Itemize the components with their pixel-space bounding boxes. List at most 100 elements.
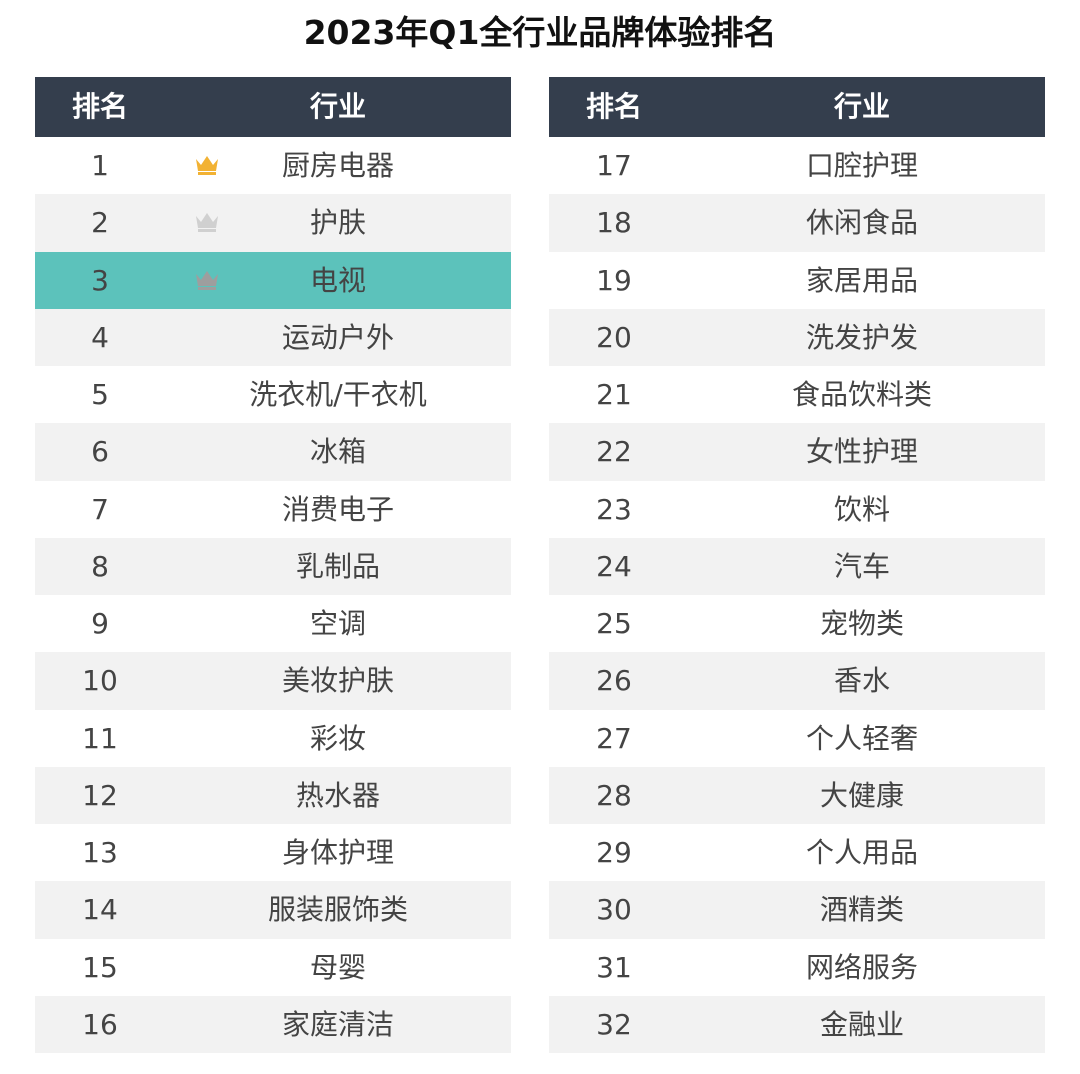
table-row: 26 香水 — [549, 652, 1045, 710]
table-row: 24 汽车 — [549, 537, 1045, 595]
rank-cell: 28 — [596, 778, 632, 812]
industry-cell: 乳制品 — [295, 549, 380, 583]
industry-cell: 洗发护发 — [805, 320, 918, 354]
table-row: 8 乳制品 — [35, 537, 511, 595]
table-row: 2 护肤 — [35, 194, 511, 252]
header-industry: 行业 — [833, 90, 890, 123]
table-body: 17 口腔护理 18 休闲食品 19 家居用品 20 洗发护发 21 食品饮料类 22 女性护理 23 饮… — [549, 137, 1045, 1053]
table-row: 12 热水器 — [35, 766, 511, 824]
rank-cell: 11 — [82, 721, 118, 755]
table-row: 19 家居用品 — [549, 252, 1045, 309]
rank-cell: 17 — [596, 149, 632, 182]
rank-cell: 25 — [596, 607, 632, 640]
industry-cell: 护肤 — [309, 206, 366, 240]
crown-gold-icon — [193, 137, 223, 194]
industry-cell: 饮料 — [833, 492, 890, 526]
industry-cell: 家居用品 — [805, 263, 918, 297]
table-row: 5 洗衣机/干衣机 — [35, 366, 511, 423]
rank-cell: 1 — [91, 149, 109, 182]
header-rank: 排名 — [585, 90, 642, 123]
industry-cell: 冰箱 — [309, 435, 366, 469]
rank-cell: 7 — [91, 492, 109, 526]
industry-cell: 口腔护理 — [805, 149, 918, 182]
industry-cell: 身体护理 — [281, 836, 394, 869]
rank-cell: 26 — [596, 664, 632, 698]
page-title: 2023年Q1全行业品牌体验排名 — [303, 13, 777, 52]
industry-cell: 女性护理 — [805, 435, 918, 469]
rank-cell: 8 — [91, 549, 109, 583]
table-header: 排名 行业 — [549, 77, 1045, 137]
industry-cell: 运动户外 — [281, 320, 394, 354]
rank-cell: 14 — [82, 893, 118, 927]
rank-cell: 29 — [596, 836, 632, 869]
industry-cell: 洗衣机/干衣机 — [249, 378, 427, 411]
industry-cell: 大健康 — [819, 778, 904, 812]
rank-cell: 15 — [82, 950, 118, 984]
rank-cell: 4 — [91, 320, 109, 354]
table-row: 28 大健康 — [549, 766, 1045, 824]
crown-bronze-icon — [193, 252, 223, 309]
rank-cell: 18 — [596, 206, 632, 240]
industry-cell: 消费电子 — [281, 492, 394, 526]
table-row: 18 休闲食品 — [549, 194, 1045, 252]
table-row: 6 冰箱 — [35, 423, 511, 481]
rank-cell: 6 — [91, 435, 109, 469]
industry-cell: 食品饮料类 — [791, 378, 932, 411]
table-row: 7 消费电子 — [35, 481, 511, 538]
industry-cell: 宠物类 — [819, 607, 904, 640]
table-row: 31 网络服务 — [549, 939, 1045, 996]
table-row: 13 身体护理 — [35, 824, 511, 881]
rank-cell: 30 — [596, 893, 632, 927]
table-row: 25 宠物类 — [549, 595, 1045, 652]
table-row: 23 饮料 — [549, 481, 1045, 538]
rank-cell: 2 — [91, 206, 109, 240]
industry-cell: 家庭清洁 — [281, 1007, 394, 1041]
crown-silver-icon — [193, 194, 223, 251]
industry-cell: 热水器 — [295, 778, 380, 812]
table-row: 1 厨房电器 — [35, 137, 511, 194]
industry-cell: 休闲食品 — [805, 206, 918, 240]
industry-cell: 母婴 — [309, 950, 366, 984]
table-row: 21 食品饮料类 — [549, 366, 1045, 423]
table-row: 14 服装服饰类 — [35, 881, 511, 939]
industry-cell: 金融业 — [819, 1007, 904, 1041]
header-industry: 行业 — [309, 90, 366, 123]
rank-cell: 22 — [596, 435, 632, 469]
table-row: 3 电视 — [35, 251, 511, 309]
rank-cell: 32 — [596, 1007, 632, 1041]
industry-cell: 彩妆 — [309, 721, 366, 755]
table-body: 1 厨房电器 2 护肤 3 电视 4 运动户外 5 洗衣机/干衣机 6 冰箱 7 消费电子 8 乳制品 9 空调 1… — [35, 137, 511, 1053]
industry-cell: 酒精类 — [819, 893, 904, 927]
industry-cell: 网络服务 — [805, 950, 918, 984]
industry-cell: 美妆护肤 — [281, 664, 394, 698]
table-row: 10 美妆护肤 — [35, 652, 511, 710]
rank-cell: 31 — [596, 950, 632, 984]
table-row: 17 口腔护理 — [549, 137, 1045, 194]
rank-cell: 21 — [596, 378, 632, 411]
rank-cell: 10 — [82, 664, 118, 698]
table-row: 11 彩妆 — [35, 710, 511, 767]
rank-cell: 16 — [82, 1007, 118, 1041]
industry-cell: 个人用品 — [805, 836, 918, 869]
table-row: 15 母婴 — [35, 939, 511, 996]
rank-cell: 5 — [91, 378, 109, 411]
rank-cell: 12 — [82, 778, 118, 812]
rank-cell: 23 — [596, 492, 632, 526]
rank-cell: 20 — [596, 320, 632, 354]
industry-cell: 服装服饰类 — [267, 893, 408, 927]
header-rank: 排名 — [71, 90, 128, 123]
table-row: 22 女性护理 — [549, 423, 1045, 481]
industry-cell: 空调 — [309, 607, 366, 640]
ranking-table-left: 排名 行业 1 厨房电器 2 护肤 3 电视 4 运动户外 5 洗衣机/干衣机 6 冰箱 7 消费电子 8 乳… — [35, 77, 511, 1053]
industry-cell: 香水 — [833, 664, 890, 698]
rank-cell: 13 — [82, 836, 118, 869]
industry-cell: 汽车 — [833, 549, 890, 583]
table-row: 32 金融业 — [549, 995, 1045, 1053]
rank-cell: 9 — [91, 607, 109, 640]
table-row: 9 空调 — [35, 595, 511, 652]
table-row: 20 洗发护发 — [549, 308, 1045, 366]
ranking-table-right: 排名 行业 17 口腔护理 18 休闲食品 19 家居用品 20 洗发护发 21 食品饮料类 22 女… — [549, 77, 1045, 1053]
table-header: 排名 行业 — [35, 77, 511, 137]
industry-cell: 个人轻奢 — [805, 721, 918, 755]
rank-cell: 3 — [91, 263, 109, 297]
